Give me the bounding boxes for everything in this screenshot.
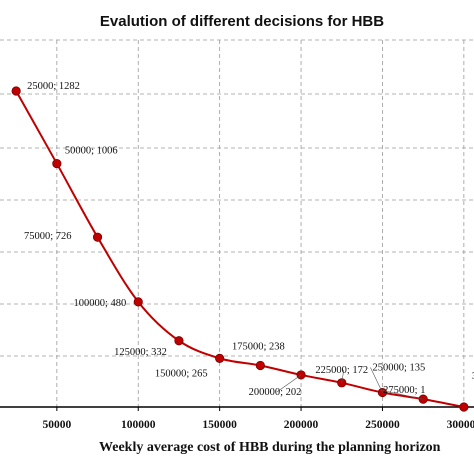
- data-label-7: 200000; 202: [249, 387, 302, 398]
- chart-title: Evalution of different decisions for HBB: [100, 13, 384, 30]
- x-tick-label-0: 50000: [42, 419, 71, 431]
- data-point-1: [52, 158, 62, 169]
- data-label-0: 25000; 1282: [27, 81, 80, 92]
- leader-line-8: [341, 369, 345, 383]
- data-label-8: 225000; 172: [315, 365, 368, 376]
- data-point-6: [255, 360, 265, 371]
- x-tick-label-1: 100000: [121, 419, 156, 431]
- data-point-4: [174, 336, 184, 346]
- x-tick-labels: 50000 100000 150000 200000 250000 300000: [42, 407, 474, 431]
- x-tick-label-5: 300000: [447, 419, 474, 431]
- data-point-5: [215, 353, 225, 363]
- data-point-2: [92, 232, 103, 242]
- x-tick-label-3: 200000: [284, 419, 319, 431]
- leader-line-10: [381, 389, 424, 400]
- data-label-2: 75000; 726: [24, 231, 72, 242]
- x-tick-label-4: 250000: [365, 419, 400, 431]
- data-label-6: 175000; 238: [232, 341, 285, 352]
- data-labels: 25000; 1282 50000; 1006 75000; 726 100000; …: [24, 81, 474, 400]
- grid-lines: [0, 39, 474, 407]
- x-tick-label-2: 150000: [202, 419, 237, 431]
- leader-line-9: [370, 367, 383, 393]
- data-label-5: 150000; 265: [155, 368, 208, 379]
- data-label-11: 3: [472, 371, 474, 382]
- data-label-1: 50000; 1006: [65, 146, 118, 157]
- x-axis-label: Weekly average cost of HBB during the pl…: [99, 440, 441, 455]
- data-point-0: [11, 86, 21, 96]
- data-point-3: [133, 297, 143, 307]
- data-point-11: [459, 402, 469, 412]
- leader-line-7: [276, 374, 302, 393]
- data-label-3: 100000; 480: [73, 298, 126, 309]
- data-label-10: 275000; 1: [383, 385, 425, 396]
- data-label-9: 250000; 135: [372, 363, 425, 374]
- data-label-4: 125000; 332: [114, 347, 167, 358]
- series-line: [15, 90, 465, 408]
